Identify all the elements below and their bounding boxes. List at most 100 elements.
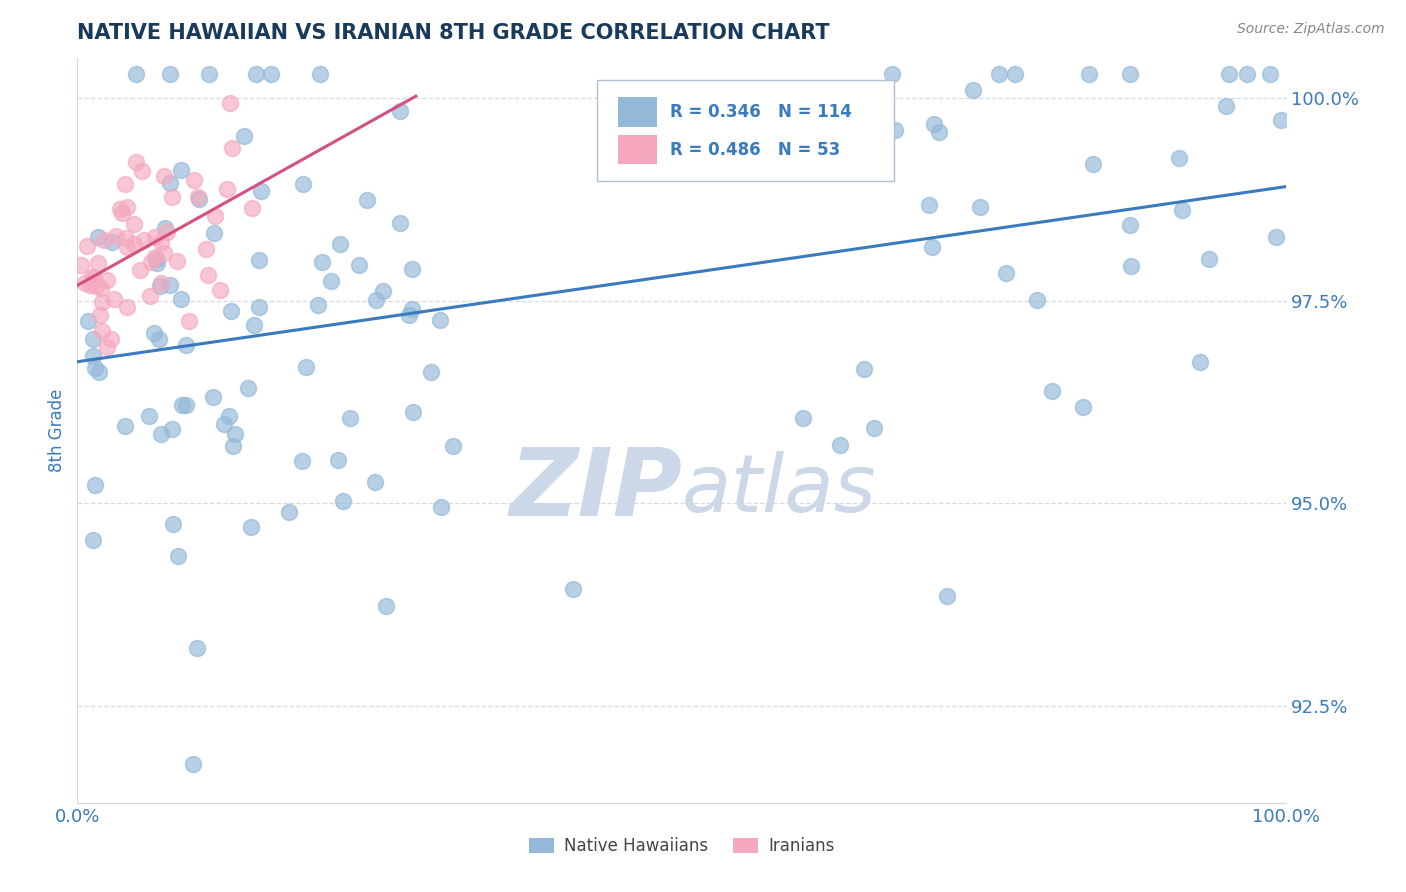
Point [174, 398, 197, 412]
Point [389, 103, 412, 118]
Point [928, 125, 950, 139]
Point [114, 177, 136, 191]
Point [311, 254, 333, 268]
Point [374, 599, 396, 614]
Point [152, 246, 174, 260]
Point [162, 422, 184, 436]
Point [91, 294, 114, 309]
Point [319, 274, 342, 288]
Point [792, 411, 814, 425]
Point [82, 332, 104, 346]
Point [398, 308, 420, 322]
Point [1170, 202, 1192, 217]
Point [245, 67, 267, 81]
Point [90, 281, 112, 295]
Text: R = 0.486   N = 53: R = 0.486 N = 53 [669, 141, 839, 159]
Point [401, 302, 423, 317]
Point [402, 405, 425, 419]
Point [84, 361, 107, 376]
Point [114, 418, 136, 433]
Point [159, 277, 181, 292]
Point [159, 67, 181, 81]
Point [1218, 67, 1240, 81]
Point [884, 123, 907, 137]
Point [150, 427, 173, 442]
Point [96, 340, 118, 354]
Point [994, 267, 1017, 281]
Point [82, 269, 104, 284]
Point [149, 279, 172, 293]
Point [87, 256, 110, 270]
Point [197, 268, 219, 282]
Text: ZIP: ZIP [509, 444, 682, 536]
Point [197, 67, 219, 81]
Point [218, 409, 240, 424]
Point [921, 240, 943, 254]
Point [139, 255, 162, 269]
Text: NATIVE HAWAIIAN VS IRANIAN 8TH GRADE CORRELATION CHART: NATIVE HAWAIIAN VS IRANIAN 8TH GRADE COR… [77, 22, 830, 43]
Point [132, 233, 155, 247]
Point [103, 292, 125, 306]
Point [987, 67, 1010, 81]
Point [614, 161, 637, 176]
Point [880, 67, 903, 81]
Point [131, 164, 153, 178]
Point [1119, 67, 1142, 81]
Point [181, 756, 204, 771]
Point [1078, 67, 1101, 81]
Point [922, 118, 945, 132]
Point [82, 349, 104, 363]
Point [129, 262, 152, 277]
Point [1040, 384, 1063, 398]
Point [122, 236, 145, 251]
Point [1215, 98, 1237, 112]
Point [1168, 151, 1191, 165]
Point [347, 258, 370, 272]
Point [70, 259, 93, 273]
Point [1265, 230, 1288, 244]
Point [82, 533, 104, 548]
Point [969, 200, 991, 214]
Point [1258, 67, 1281, 81]
Point [138, 288, 160, 302]
Point [1198, 252, 1220, 266]
Point [166, 254, 188, 268]
Point [292, 177, 315, 191]
Point [238, 381, 260, 395]
Point [162, 190, 184, 204]
Point [84, 279, 107, 293]
Point [219, 95, 242, 110]
Point [110, 202, 132, 217]
Point [188, 192, 211, 206]
Point [93, 233, 115, 247]
Point [243, 318, 266, 332]
Point [176, 338, 198, 352]
Point [100, 332, 122, 346]
Point [170, 292, 193, 306]
Point [863, 421, 886, 435]
Point [1188, 354, 1211, 368]
Point [217, 182, 239, 196]
Point [250, 184, 273, 198]
Text: atlas: atlas [682, 451, 877, 529]
Point [179, 314, 201, 328]
FancyBboxPatch shape [598, 80, 894, 181]
Point [420, 365, 443, 379]
Point [221, 141, 243, 155]
Point [87, 230, 110, 244]
Point [143, 250, 166, 264]
Point [204, 209, 226, 223]
Point [1026, 293, 1049, 307]
Point [143, 326, 166, 340]
Point [202, 390, 225, 404]
Point [170, 163, 193, 178]
Point [853, 362, 876, 376]
Point [187, 189, 209, 203]
Point [309, 67, 332, 81]
Point [90, 324, 112, 338]
Point [150, 277, 173, 291]
Point [1236, 67, 1258, 81]
Point [239, 519, 262, 533]
Point [143, 230, 166, 244]
Point [247, 252, 270, 267]
